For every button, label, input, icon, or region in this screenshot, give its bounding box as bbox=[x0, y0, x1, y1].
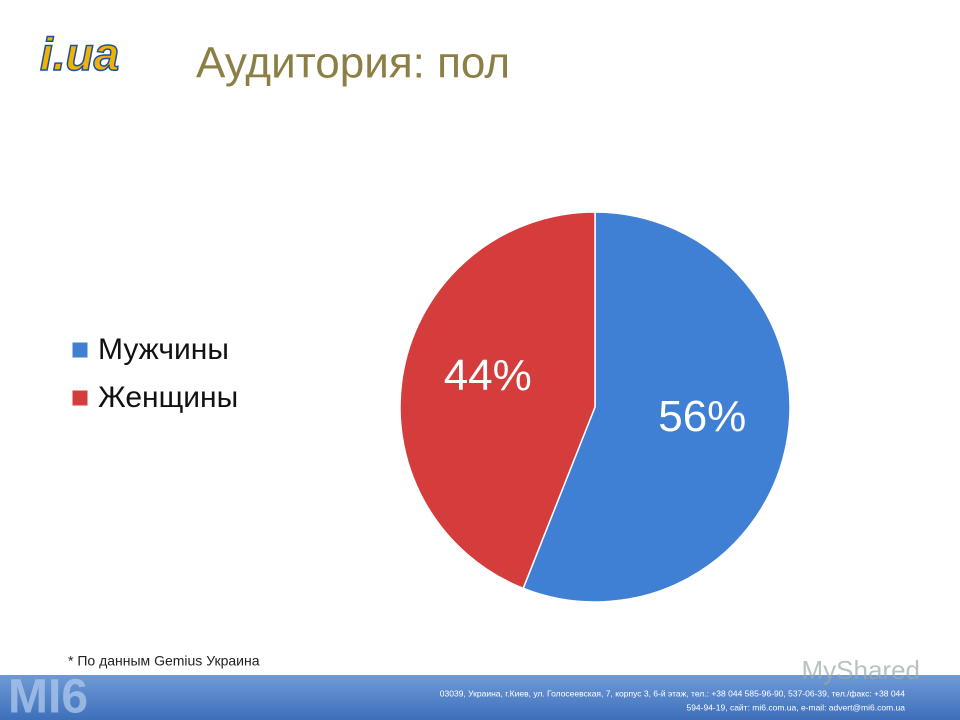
pie-slice bbox=[522, 211, 791, 603]
footnote: * По данным Gemius Украина bbox=[68, 653, 260, 669]
data-label: 44% bbox=[444, 351, 532, 400]
slide-title: Аудитория: пол bbox=[196, 39, 510, 88]
legend-label: Женщины bbox=[98, 381, 238, 414]
footer-line: 03039, Украина, г.Киев, ул. Голосеевская… bbox=[440, 688, 905, 698]
legend-swatch bbox=[71, 389, 89, 407]
pie-slice bbox=[399, 211, 596, 590]
footer-brand: MI6 bbox=[8, 671, 88, 720]
footer-band bbox=[0, 675, 960, 720]
legend-label: Мужчины bbox=[98, 333, 229, 366]
footer-line: 594-94-19, сайт: mi6.com.ua, e-mail: adv… bbox=[686, 702, 905, 712]
logo: i.ua bbox=[40, 28, 119, 80]
chart: 56% 44% Мужчины Женщины bbox=[71, 211, 791, 603]
legend-swatch bbox=[71, 341, 89, 359]
data-label: 56% bbox=[658, 392, 746, 441]
watermark: MyShared bbox=[802, 655, 921, 685]
